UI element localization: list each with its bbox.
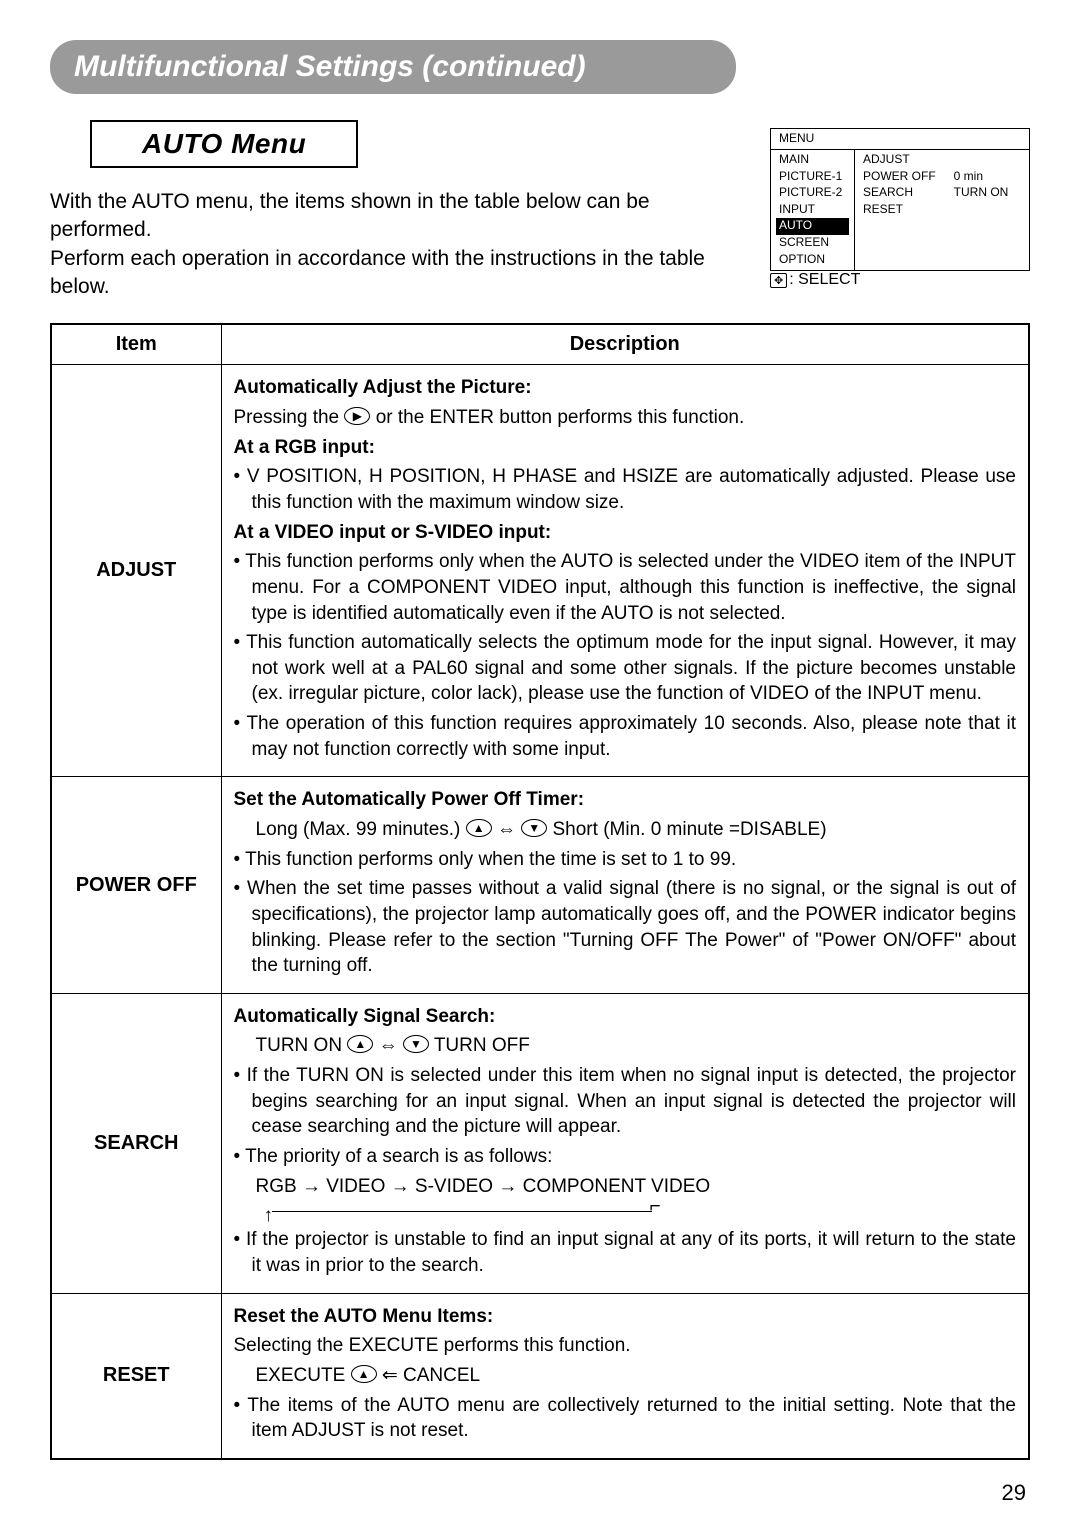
reset-list: The items of the AUTO menu are collectiv… bbox=[234, 1393, 1017, 1444]
poweroff-list: This function performs only when the tim… bbox=[234, 847, 1017, 979]
text: Pressing the bbox=[234, 407, 345, 428]
reset-line1: Selecting the EXECUTE performs this func… bbox=[234, 1333, 1017, 1359]
up-button-icon: ▲ bbox=[347, 1035, 373, 1053]
adjust-line1: Pressing the ▶ or the ENTER button perfo… bbox=[234, 405, 1017, 431]
intro-line-1: With the AUTO menu, the items shown in t… bbox=[50, 190, 650, 241]
item-search: SEARCH bbox=[51, 993, 221, 1293]
text: The priority of a search is as follows: bbox=[245, 1146, 552, 1167]
menu-right-value bbox=[954, 201, 1009, 218]
table-row: ADJUST Automatically Adjust the Picture:… bbox=[51, 365, 1029, 777]
adjust-title: Automatically Adjust the Picture: bbox=[234, 375, 1017, 401]
list-item: This function performs only when the tim… bbox=[234, 847, 1017, 873]
desc-search: Automatically Signal Search: TURN ON ▲ ⇔… bbox=[221, 993, 1029, 1293]
menu-right-item: RESET bbox=[863, 201, 936, 218]
text: ⇔ bbox=[379, 1035, 403, 1056]
settings-table: Item Description ADJUST Automatically Ad… bbox=[50, 323, 1030, 1459]
intro-line-2: Perform each operation in accordance wit… bbox=[50, 247, 705, 298]
list-item: This function automatically selects the … bbox=[234, 630, 1017, 707]
list-item: When the set time passes without a valid… bbox=[234, 876, 1017, 979]
item-poweroff: POWER OFF bbox=[51, 777, 221, 993]
section-title-box: AUTO Menu bbox=[90, 120, 358, 168]
table-row: RESET Reset the AUTO Menu Items: Selecti… bbox=[51, 1293, 1029, 1459]
menu-diagram-wrapper: MENU MAINPICTURE-1PICTURE-2INPUTAUTOSCRE… bbox=[770, 128, 1030, 301]
item-adjust: ADJUST bbox=[51, 365, 221, 777]
list-item: V POSITION, H POSITION, H PHASE and HSIZ… bbox=[234, 464, 1017, 515]
down-button-icon: ▼ bbox=[403, 1035, 429, 1053]
intro-block: With the AUTO menu, the items shown in t… bbox=[50, 188, 1030, 301]
menu-footer-text: : SELECT bbox=[789, 271, 860, 288]
table-header-description: Description bbox=[221, 324, 1029, 365]
list-item: If the TURN ON is selected under this it… bbox=[234, 1063, 1017, 1140]
list-item: The priority of a search is as follows: bbox=[234, 1144, 1017, 1170]
list-item: This function performs only when the AUT… bbox=[234, 549, 1017, 626]
text: TURN ON bbox=[256, 1035, 348, 1056]
table-row: SEARCH Automatically Signal Search: TURN… bbox=[51, 993, 1029, 1293]
text: Short (Min. 0 minute =DISABLE) bbox=[553, 819, 827, 840]
text: or the ENTER button performs this functi… bbox=[376, 407, 745, 428]
poweroff-slider: Long (Max. 99 minutes.) ▲ ⇔ ▼ Short (Min… bbox=[234, 817, 1017, 843]
up-button-icon: ▲ bbox=[351, 1365, 377, 1383]
list-item: If the projector is unstable to find an … bbox=[234, 1227, 1017, 1278]
menu-left-item: SCREEN bbox=[779, 235, 846, 252]
menu-diagram-footer: ✥: SELECT bbox=[770, 271, 1030, 289]
menu-right-value: 0 min bbox=[954, 168, 1009, 185]
item-reset: RESET bbox=[51, 1293, 221, 1459]
banner-title: Multifunctional Settings (continued) bbox=[74, 50, 712, 84]
menu-right-item: SEARCH bbox=[863, 185, 936, 202]
right-button-icon: ▶ bbox=[344, 407, 370, 425]
menu-right-col-1: ADJUSTPOWER OFFSEARCHRESET bbox=[863, 152, 936, 268]
menu-left-item: OPTION bbox=[779, 251, 846, 268]
list-item: The operation of this function requires … bbox=[234, 711, 1017, 762]
list-item: The items of the AUTO menu are collectiv… bbox=[234, 1393, 1017, 1444]
menu-right-col-2: 0 minTURN ON bbox=[954, 152, 1009, 268]
intro-text: With the AUTO menu, the items shown in t… bbox=[50, 188, 740, 301]
menu-right-item: POWER OFF bbox=[863, 168, 936, 185]
table-header-item: Item bbox=[51, 324, 221, 365]
menu-diagram: MENU MAINPICTURE-1PICTURE-2INPUTAUTOSCRE… bbox=[770, 128, 1030, 271]
table-row: POWER OFF Set the Automatically Power Of… bbox=[51, 777, 1029, 993]
reset-title: Reset the AUTO Menu Items: bbox=[234, 1304, 1017, 1330]
menu-right-value bbox=[954, 152, 1009, 169]
adjust-sub2-list: This function performs only when the AUT… bbox=[234, 549, 1017, 762]
desc-adjust: Automatically Adjust the Picture: Pressi… bbox=[221, 365, 1029, 777]
desc-poweroff: Set the Automatically Power Off Timer: L… bbox=[221, 777, 1029, 993]
loop-line bbox=[272, 1211, 652, 1212]
section-title: AUTO Menu bbox=[142, 128, 306, 160]
search-toggle: TURN ON ▲ ⇔ ▼ TURN OFF bbox=[234, 1033, 1017, 1059]
header-banner: Multifunctional Settings (continued) bbox=[50, 40, 736, 94]
menu-diagram-right: ADJUSTPOWER OFFSEARCHRESET 0 minTURN ON bbox=[855, 150, 1029, 270]
search-loop-diagram: ↑ ⌐ bbox=[234, 1207, 1017, 1227]
adjust-sub1-list: V POSITION, H POSITION, H PHASE and HSIZ… bbox=[234, 464, 1017, 515]
menu-right-item: ADJUST bbox=[863, 152, 936, 169]
search-title: Automatically Signal Search: bbox=[234, 1004, 1017, 1030]
adjust-sub2-title: At a VIDEO input or S-VIDEO input: bbox=[234, 520, 1017, 546]
menu-left-item: PICTURE-2 bbox=[779, 185, 846, 202]
search-list-1: If the TURN ON is selected under this it… bbox=[234, 1063, 1017, 1170]
search-list-2: If the projector is unstable to find an … bbox=[234, 1227, 1017, 1278]
menu-left-item: AUTO bbox=[776, 218, 849, 235]
poweroff-title: Set the Automatically Power Off Timer: bbox=[234, 787, 1017, 813]
text: Long (Max. 99 minutes.) bbox=[256, 819, 466, 840]
menu-left-item: PICTURE-1 bbox=[779, 168, 846, 185]
menu-left-item: INPUT bbox=[779, 201, 846, 218]
text: EXECUTE bbox=[256, 1365, 351, 1386]
loop-arrow-down-icon: ⌐ bbox=[650, 1194, 661, 1220]
text: TURN OFF bbox=[434, 1035, 530, 1056]
text: ⇔ bbox=[497, 819, 521, 840]
menu-left-item: MAIN bbox=[779, 152, 846, 169]
nav-icon: ✥ bbox=[770, 273, 787, 288]
menu-diagram-body: MAINPICTURE-1PICTURE-2INPUTAUTOSCREENOPT… bbox=[771, 150, 1029, 270]
loop-arrow-up-icon: ↑ bbox=[264, 1203, 274, 1229]
search-priority-chain: RGB → VIDEO → S-VIDEO → COMPONENT VIDEO bbox=[234, 1174, 1017, 1200]
text: ⇐ CANCEL bbox=[382, 1365, 480, 1386]
down-button-icon: ▼ bbox=[521, 819, 547, 837]
up-button-icon: ▲ bbox=[466, 819, 492, 837]
adjust-sub1-title: At a RGB input: bbox=[234, 435, 1017, 461]
menu-right-value: TURN ON bbox=[954, 185, 1009, 202]
reset-exec: EXECUTE ▲ ⇐ CANCEL bbox=[234, 1363, 1017, 1389]
menu-diagram-header: MENU bbox=[771, 129, 1029, 150]
desc-reset: Reset the AUTO Menu Items: Selecting the… bbox=[221, 1293, 1029, 1459]
page-number: 29 bbox=[50, 1480, 1030, 1506]
menu-diagram-left: MAINPICTURE-1PICTURE-2INPUTAUTOSCREENOPT… bbox=[771, 150, 855, 270]
